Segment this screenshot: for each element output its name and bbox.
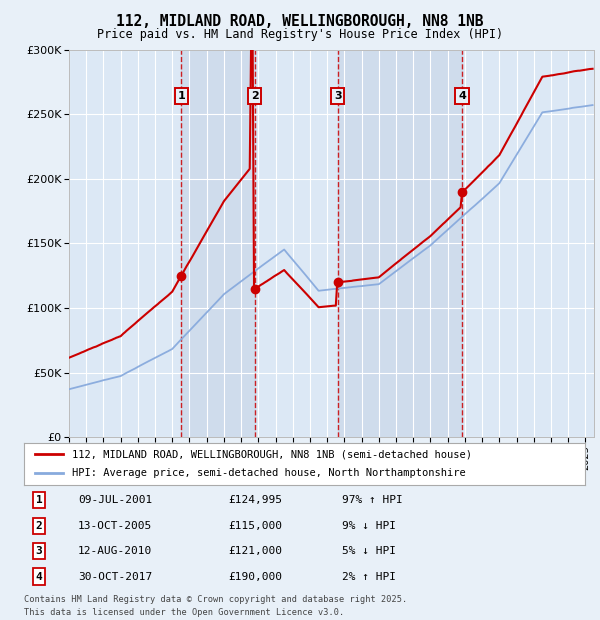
Text: 2: 2 [35,521,43,531]
Text: £124,995: £124,995 [228,495,282,505]
Text: Price paid vs. HM Land Registry's House Price Index (HPI): Price paid vs. HM Land Registry's House … [97,28,503,41]
Text: 2: 2 [251,91,259,101]
Text: 9% ↓ HPI: 9% ↓ HPI [342,521,396,531]
Text: 1: 1 [178,91,185,101]
Text: This data is licensed under the Open Government Licence v3.0.: This data is licensed under the Open Gov… [24,608,344,617]
Text: 97% ↑ HPI: 97% ↑ HPI [342,495,403,505]
Text: 12-AUG-2010: 12-AUG-2010 [78,546,152,556]
Text: 09-JUL-2001: 09-JUL-2001 [78,495,152,505]
Text: £115,000: £115,000 [228,521,282,531]
Text: 13-OCT-2005: 13-OCT-2005 [78,521,152,531]
Text: 30-OCT-2017: 30-OCT-2017 [78,572,152,582]
Text: HPI: Average price, semi-detached house, North Northamptonshire: HPI: Average price, semi-detached house,… [71,469,466,479]
Text: 1: 1 [35,495,43,505]
Text: 4: 4 [458,91,466,101]
Text: £121,000: £121,000 [228,546,282,556]
Text: 5% ↓ HPI: 5% ↓ HPI [342,546,396,556]
Text: £190,000: £190,000 [228,572,282,582]
Text: 3: 3 [35,546,43,556]
Text: Contains HM Land Registry data © Crown copyright and database right 2025.: Contains HM Land Registry data © Crown c… [24,595,407,604]
Text: 3: 3 [334,91,341,101]
Text: 4: 4 [35,572,43,582]
Text: 112, MIDLAND ROAD, WELLINGBOROUGH, NN8 1NB (semi-detached house): 112, MIDLAND ROAD, WELLINGBOROUGH, NN8 1… [71,449,472,459]
Bar [181,50,255,437]
Text: 2% ↑ HPI: 2% ↑ HPI [342,572,396,582]
Bar [338,50,462,437]
Text: 112, MIDLAND ROAD, WELLINGBOROUGH, NN8 1NB: 112, MIDLAND ROAD, WELLINGBOROUGH, NN8 1… [116,14,484,29]
